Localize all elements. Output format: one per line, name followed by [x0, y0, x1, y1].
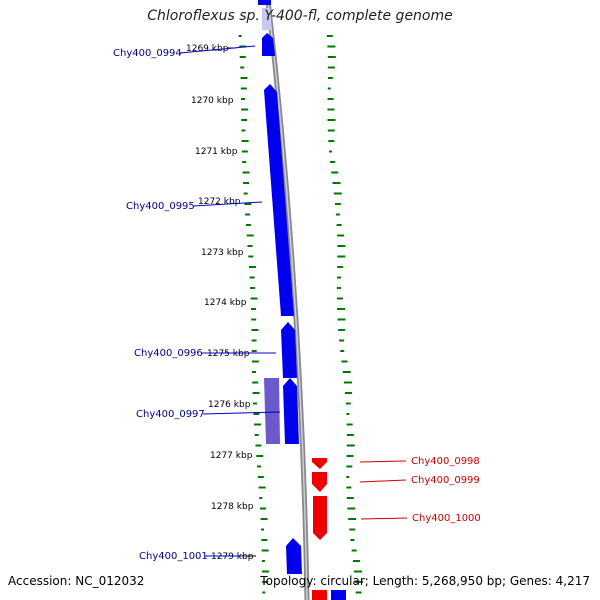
scale-tick-label: 1271 kbp: [195, 147, 238, 157]
scale-tick-label: 1273 kbp: [201, 248, 244, 258]
gene-feature-chy400-0996[interactable]: [281, 322, 297, 378]
gene-feature-chy400-0997[interactable]: [283, 378, 299, 444]
reverse-gene-track: [312, 458, 327, 600]
gene-feature-bottom-reverse[interactable]: [312, 590, 327, 600]
gene-feature-chy400-0994-start[interactable]: [262, 8, 272, 30]
leader-line-chy400-0994: [179, 45, 256, 54]
gene-feature-top[interactable]: [258, 0, 271, 5]
scale-tick-label: 1274 kbp: [204, 298, 247, 308]
scale-tick-label: 1277 kbp: [210, 451, 253, 461]
leader-line-chy400-0998: [359, 460, 407, 463]
scale-tick-label: 1272 kbp: [198, 197, 241, 207]
gene-feature-chy400-0997-faded[interactable]: [264, 378, 280, 444]
leader-line-chy400-0995: [192, 201, 263, 207]
leader-line-chy400-0997: [202, 411, 281, 415]
gene-label-chy400-0995[interactable]: Chy400_0995: [126, 201, 195, 212]
leader-line-chy400-0999: [359, 479, 407, 483]
gene-feature-chy400-0999[interactable]: [312, 472, 327, 492]
gene-label-chy400-1000[interactable]: Chy400_1000: [412, 513, 481, 524]
leader-line-chy400-1000: [360, 517, 408, 520]
genome-summary: Topology: circular; Length: 5,268,950 bp…: [260, 574, 590, 588]
gene-feature-chy400-1001[interactable]: [286, 538, 302, 574]
scale-ticks: 1269 kbp 1270 kbp 1271 kbp 1272 kbp 1273…: [186, 44, 256, 562]
scale-tick-label: 1275 kbp: [207, 349, 250, 359]
gene-labels: Chy400_0994 Chy400_0995 Chy400_0996 Chy4…: [113, 48, 481, 562]
gene-label-leaders: [179, 45, 408, 557]
gc-content-track: [238, 35, 363, 594]
scale-tick-label: 1279 kbp: [211, 552, 254, 562]
gene-label-chy400-0999[interactable]: Chy400_0999: [411, 475, 480, 486]
gene-feature-bottom[interactable]: [331, 590, 346, 600]
gene-label-chy400-0994[interactable]: Chy400_0994: [113, 48, 182, 59]
genome-title: Chloroflexus sp. Y-400-fl, complete geno…: [147, 8, 453, 24]
gene-label-chy400-0998[interactable]: Chy400_0998: [411, 456, 480, 467]
gene-label-chy400-0996[interactable]: Chy400_0996: [134, 348, 203, 359]
gene-label-chy400-1001[interactable]: Chy400_1001: [139, 551, 208, 562]
scale-tick-label: 1269 kbp: [186, 44, 229, 54]
scale-tick-label: 1270 kbp: [191, 96, 234, 106]
scale-tick-label: 1276 kbp: [208, 400, 251, 410]
scale-tick-label: 1278 kbp: [211, 502, 254, 512]
accession-label: Accession: NC_012032: [8, 574, 145, 588]
forward-gene-track: [258, 0, 346, 600]
gene-feature-chy400-0995[interactable]: [264, 84, 294, 316]
gene-feature-chy400-0998[interactable]: [312, 458, 327, 469]
gene-feature-chy400-1000[interactable]: [313, 496, 327, 540]
genome-backbone-highlight: [267, 0, 308, 600]
gene-label-chy400-0997[interactable]: Chy400_0997: [136, 409, 205, 420]
gene-feature-chy400-0994[interactable]: [262, 33, 275, 56]
